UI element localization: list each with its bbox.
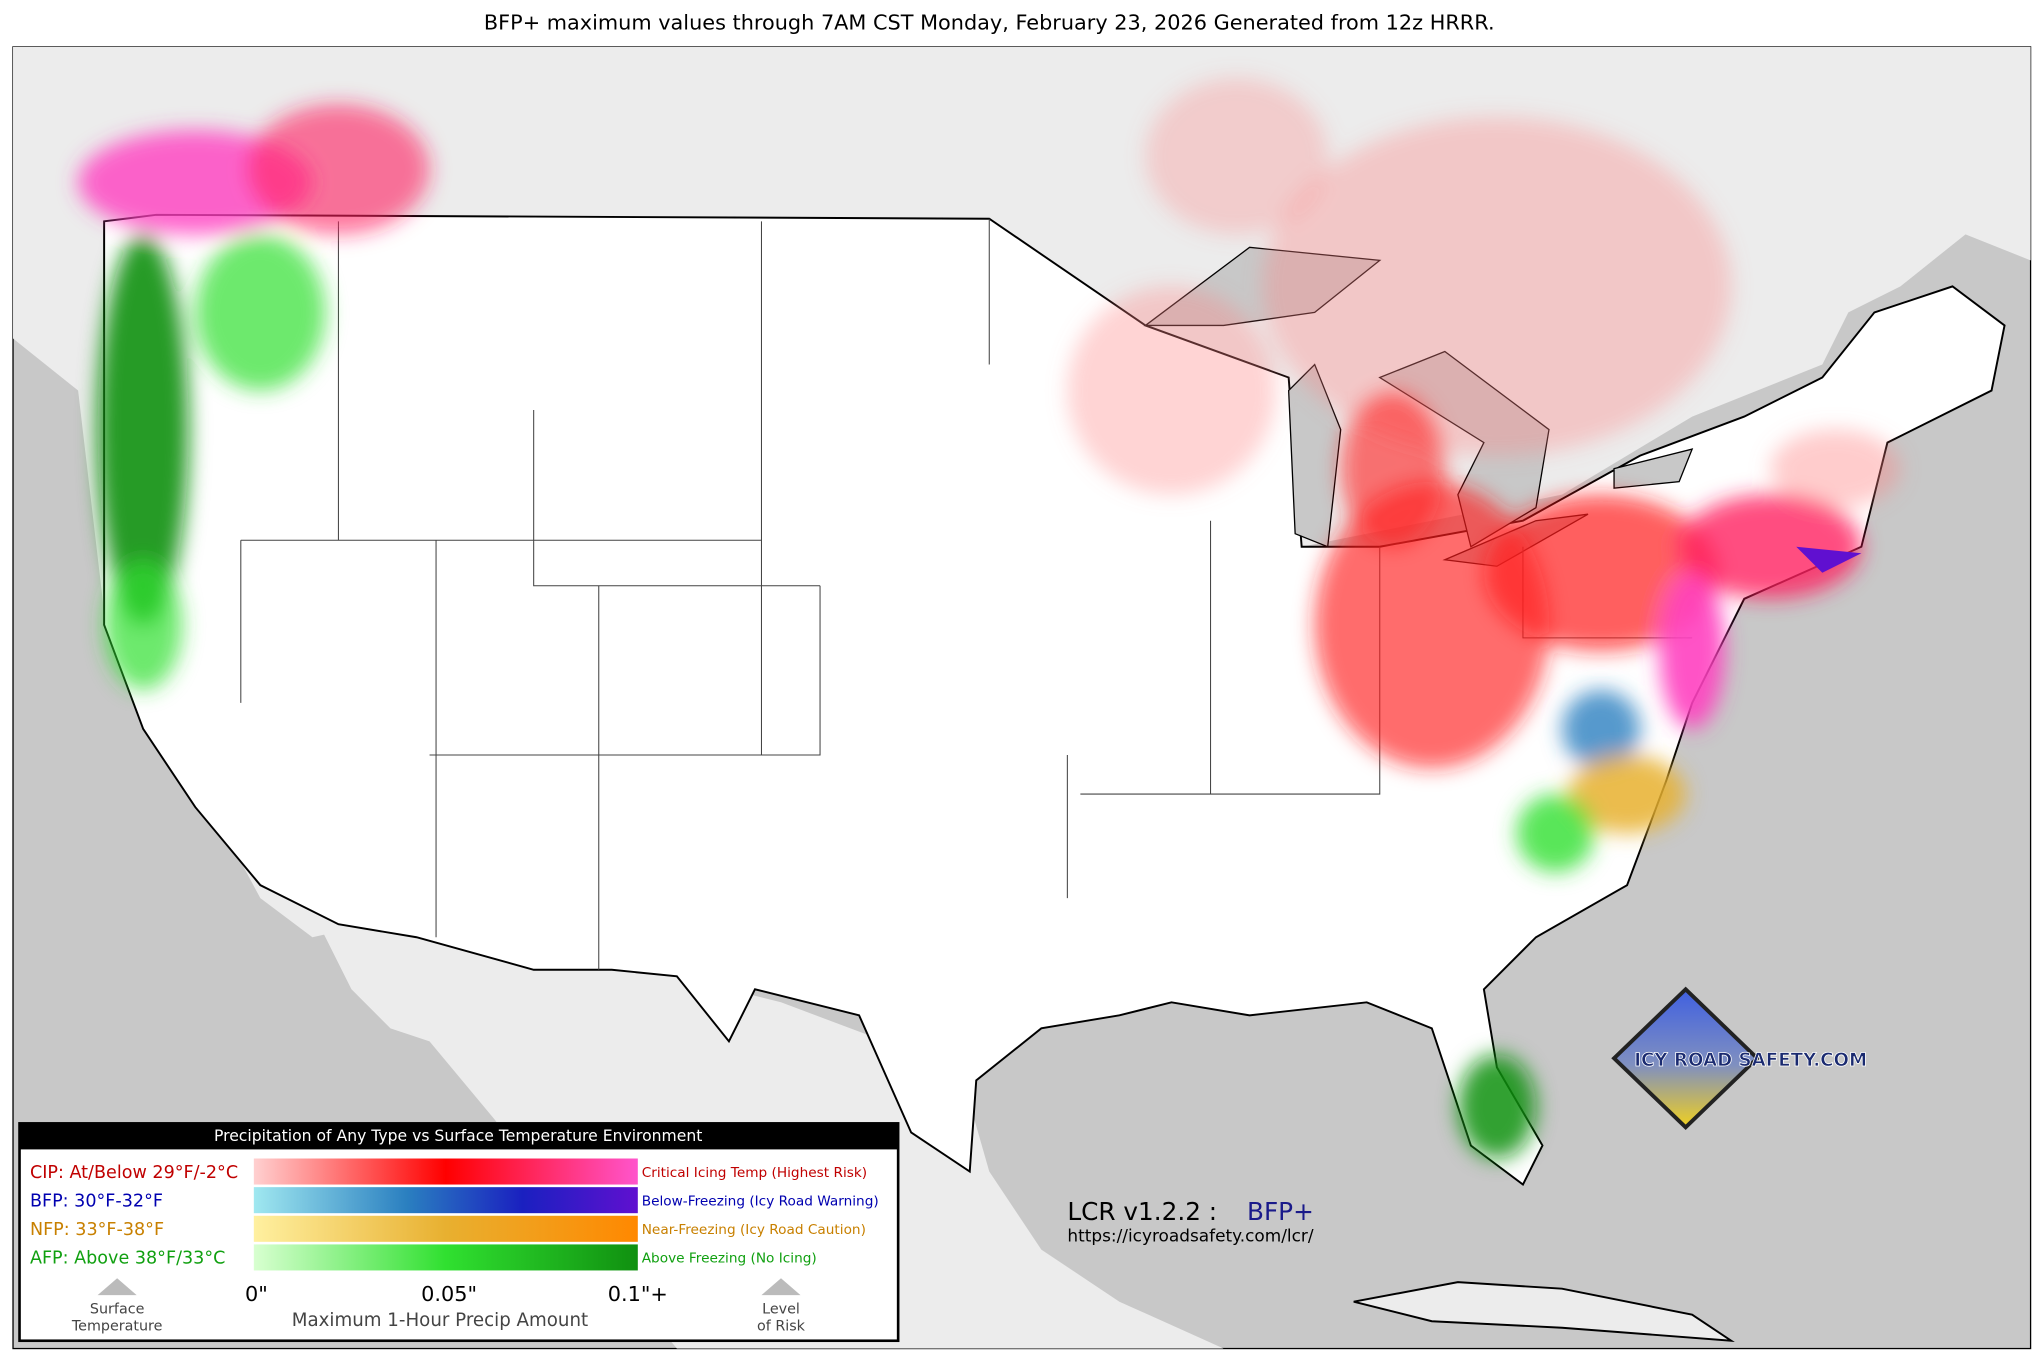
marker-label: Level (762, 1302, 800, 1318)
legend-label: BFP: 30°F-32°F (30, 1191, 163, 1211)
marker-label: of Risk (757, 1318, 806, 1334)
precip-afp (104, 559, 183, 690)
state-lines (240, 218, 1693, 970)
stamp-url: https://icyroadsafety.com/lcr/ (1067, 1226, 1313, 1246)
scale-label: 0.1"+ (608, 1282, 668, 1306)
scale-axis-label: Maximum 1-Hour Precip Amount (292, 1310, 588, 1331)
legend-description: Above Freezing (No Icing) (642, 1251, 817, 1267)
lake-ontario (1613, 448, 1694, 489)
map-title: BFP+ maximum values through 7AM CST Mond… (484, 10, 1495, 34)
precip-haze (1770, 429, 1901, 508)
legend-description: Below-Freezing (Icy Road Warning) (642, 1193, 879, 1209)
precip-cip (1679, 494, 1862, 599)
precip-afp (1516, 794, 1595, 873)
logo-text: ICY ROAD SAFETY.COM (1634, 1050, 1867, 1071)
scale-label: 0.05" (421, 1282, 477, 1306)
precip-fields (78, 78, 1901, 1159)
legend-gradient (253, 1158, 638, 1185)
precip-nfp (1568, 754, 1686, 834)
precip-afp (1457, 1054, 1536, 1159)
precip-bfp (1796, 546, 1862, 573)
precip-haze (1262, 117, 1732, 456)
legend-header (19, 1123, 899, 1150)
precip-cip (247, 104, 430, 235)
precip-cip (1659, 572, 1725, 729)
version-stamp: LCR v1.2.2 : (1067, 1197, 1217, 1226)
product-stamp: BFP+ (1247, 1197, 1314, 1226)
precip-haze (1145, 78, 1328, 235)
legend-label: NFP: 33°F-38°F (30, 1220, 164, 1240)
legend-label: CIP: At/Below 29°F/-2°C (30, 1163, 238, 1183)
us-land (103, 213, 2006, 1187)
legend-description: Critical Icing Temp (Highest Risk) (642, 1165, 867, 1181)
legend-description: Near-Freezing (Icy Road Caution) (642, 1222, 866, 1238)
precip-cip (1340, 390, 1445, 547)
legend-label: AFP: Above 38°F/33°C (30, 1249, 225, 1269)
precip-bfp (1561, 689, 1641, 769)
legend-gradient (253, 1215, 638, 1242)
marker-label: Surface (90, 1302, 145, 1318)
marker-label: Temperature (71, 1318, 163, 1334)
precip-cip (1483, 494, 1719, 651)
scale-label: 0" (245, 1282, 268, 1306)
marker-triangle (761, 1278, 801, 1296)
marker-triangle (97, 1278, 137, 1296)
precip-haze (1067, 286, 1276, 495)
legend-gradient (253, 1244, 638, 1271)
legend-title: Precipitation of Any Type vs Surface Tem… (214, 1127, 702, 1145)
precip-afp (195, 234, 326, 391)
logo-diamond (1611, 986, 1761, 1130)
precip-afp (97, 234, 189, 625)
cuba (1353, 1281, 1735, 1343)
legend-gradient (253, 1187, 638, 1214)
